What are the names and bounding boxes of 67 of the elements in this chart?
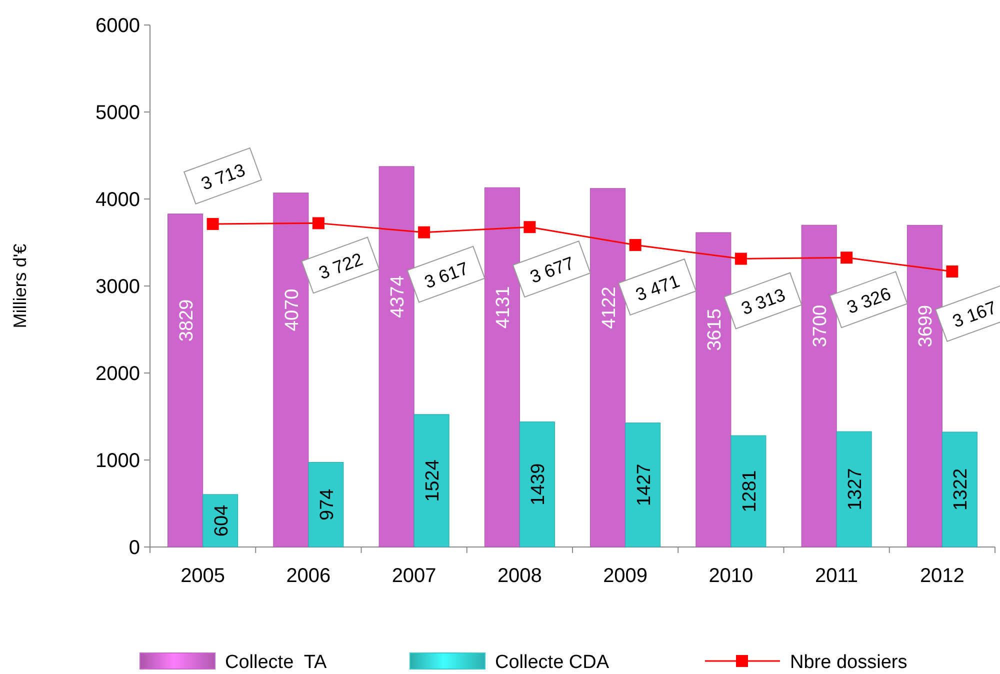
data-label: 3615: [704, 308, 726, 351]
y-tick-label: 3000: [96, 276, 140, 298]
data-label: 3 471: [633, 270, 682, 306]
y-tick-label: 5000: [96, 102, 140, 124]
x-tick-label: 2009: [603, 565, 648, 587]
data-label: 4070: [282, 288, 303, 332]
data-label: 4122: [598, 286, 620, 329]
point: [629, 239, 642, 252]
data-label: 3 722: [316, 249, 366, 284]
y-tick-label: 6000: [96, 15, 140, 37]
y-tick-label: 1000: [96, 450, 140, 472]
data-label: 4374: [388, 275, 409, 318]
bar: [308, 462, 344, 548]
legend-label: Nbre dossiers: [790, 652, 908, 673]
data-label: 1439: [528, 463, 550, 506]
bar: [378, 166, 414, 548]
data-label: 3 617: [422, 258, 471, 292]
point: [840, 252, 853, 264]
point: [206, 218, 219, 230]
bar: [519, 422, 555, 548]
y-tick-label: 0: [128, 537, 140, 559]
bar: [484, 187, 520, 548]
y-tick-label: 4000: [96, 189, 140, 211]
x-tick-label: 2010: [708, 565, 754, 587]
data-label: 3 313: [738, 284, 788, 319]
x-tick-label: 2007: [392, 565, 436, 587]
point: [946, 265, 958, 278]
legend-label: Collecte TA: [225, 652, 328, 673]
data-label: 3 713: [198, 160, 248, 194]
data-label: 1524: [422, 459, 444, 502]
data-label: 3699: [916, 304, 937, 348]
x-tick-label: 2006: [286, 565, 331, 587]
data-label: 974: [316, 488, 338, 520]
bar: [414, 414, 450, 548]
x-tick-label: 2005: [180, 565, 226, 587]
legend-label: Collecte CDA: [495, 652, 610, 673]
data-label: 1427: [634, 464, 655, 506]
x-tick-label: 2008: [497, 565, 542, 587]
data-label: 3 167: [950, 297, 1000, 332]
bar: [696, 232, 732, 548]
data-label: 3 326: [844, 283, 894, 318]
data-label: 3829: [176, 299, 198, 342]
bar: [168, 214, 204, 548]
point: [312, 217, 324, 230]
data-label: 1322: [950, 468, 972, 511]
data-label: 3 677: [527, 252, 577, 288]
bar: [906, 224, 942, 548]
bar: [730, 435, 766, 548]
bar: [942, 432, 978, 548]
y-axis-title: Milliers d'€: [10, 244, 30, 328]
data-label: 604: [211, 504, 232, 537]
bar: [590, 188, 626, 548]
x-tick-label: 2012: [920, 565, 964, 587]
data-label: 1281: [739, 470, 760, 512]
data-label: 4131: [493, 286, 514, 328]
bar: [801, 224, 837, 548]
point: [734, 252, 747, 265]
point: [418, 226, 430, 238]
data-label: 1327: [845, 468, 866, 510]
bar: [202, 494, 238, 548]
bar: [836, 431, 872, 548]
bar: [273, 192, 309, 548]
point: [524, 221, 536, 234]
data-label: 3700: [810, 304, 832, 348]
bar: [625, 422, 661, 548]
y-tick-label: 2000: [96, 363, 140, 385]
x-tick-label: 2011: [815, 565, 858, 587]
